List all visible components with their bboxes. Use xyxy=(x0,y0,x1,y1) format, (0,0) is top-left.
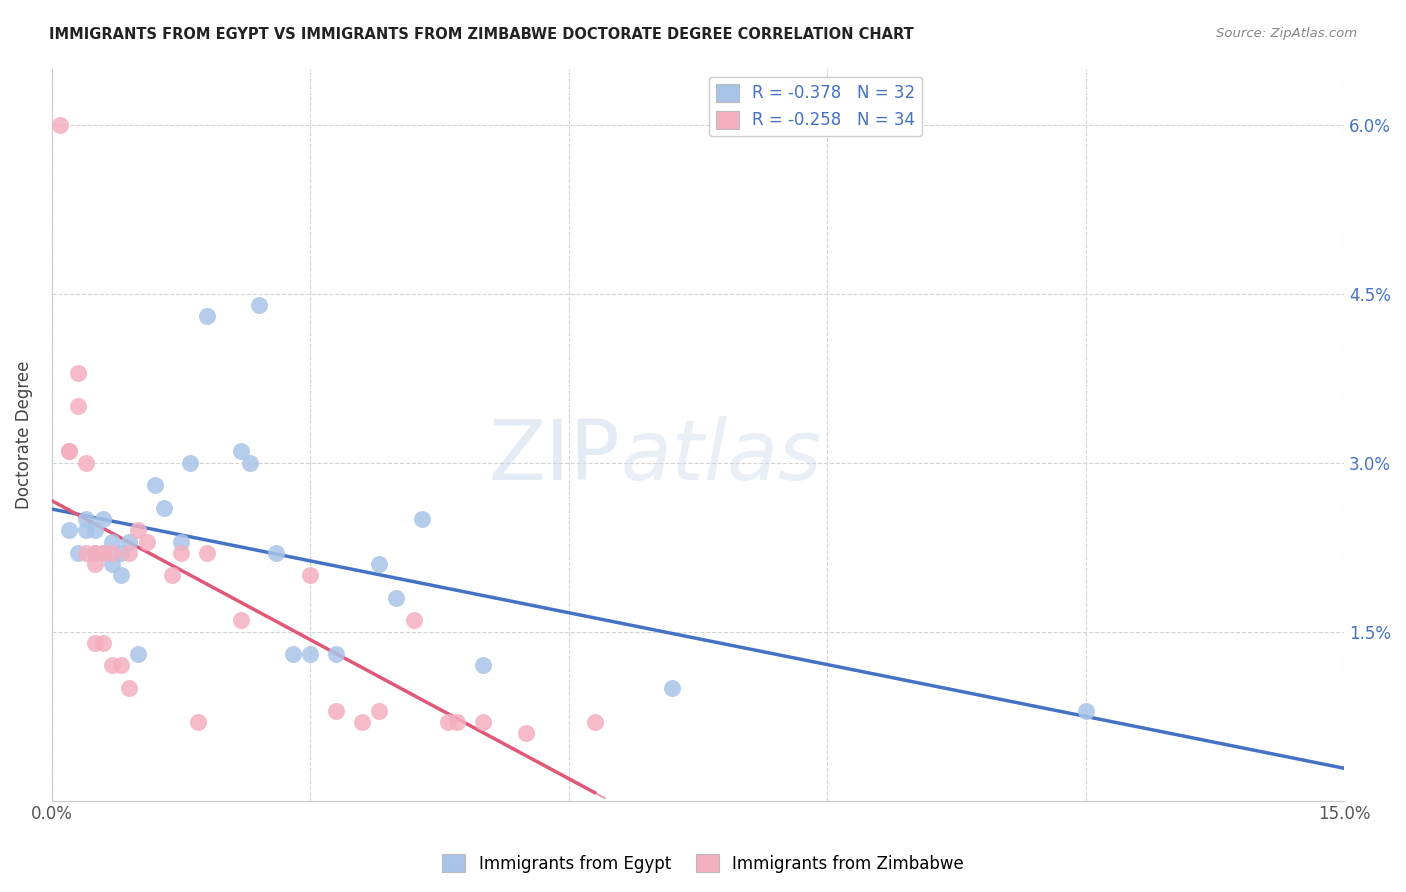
Point xyxy=(299,647,322,661)
Point xyxy=(471,658,494,673)
Point xyxy=(93,636,115,650)
Point xyxy=(437,714,460,729)
Point xyxy=(583,714,606,729)
Point xyxy=(58,444,80,458)
Point xyxy=(93,512,115,526)
Point xyxy=(661,681,683,695)
Point xyxy=(368,557,391,571)
Point xyxy=(143,478,166,492)
Point xyxy=(239,456,262,470)
Text: Source: ZipAtlas.com: Source: ZipAtlas.com xyxy=(1216,27,1357,40)
Point xyxy=(195,310,218,324)
Point xyxy=(118,546,141,560)
Point xyxy=(135,534,157,549)
Point xyxy=(101,557,124,571)
Point xyxy=(299,568,322,582)
Point xyxy=(127,647,149,661)
Point xyxy=(195,546,218,560)
Point xyxy=(101,534,124,549)
Point xyxy=(75,524,97,538)
Point xyxy=(152,500,174,515)
Legend: Immigrants from Egypt, Immigrants from Zimbabwe: Immigrants from Egypt, Immigrants from Z… xyxy=(436,847,970,880)
Point xyxy=(83,524,105,538)
Point xyxy=(101,546,124,560)
Point xyxy=(170,546,193,560)
Point xyxy=(368,704,391,718)
Point xyxy=(187,714,209,729)
Point xyxy=(110,546,132,560)
Point xyxy=(179,456,201,470)
Point xyxy=(83,546,105,560)
Point xyxy=(471,714,494,729)
Point xyxy=(93,546,115,560)
Point xyxy=(281,647,304,661)
Point xyxy=(127,524,149,538)
Point xyxy=(231,444,253,458)
Point xyxy=(325,704,347,718)
Point xyxy=(66,400,89,414)
Y-axis label: Doctorate Degree: Doctorate Degree xyxy=(15,360,32,508)
Point xyxy=(75,456,97,470)
Point xyxy=(325,647,347,661)
Point xyxy=(49,118,72,132)
Point xyxy=(446,714,468,729)
Point xyxy=(110,658,132,673)
Point xyxy=(264,546,287,560)
Point xyxy=(66,546,89,560)
Point xyxy=(411,512,433,526)
Point xyxy=(118,681,141,695)
Point xyxy=(231,614,253,628)
Point xyxy=(515,726,537,740)
Point xyxy=(1074,704,1097,718)
Text: ZIP: ZIP xyxy=(488,416,620,497)
Point xyxy=(385,591,408,605)
Text: IMMIGRANTS FROM EGYPT VS IMMIGRANTS FROM ZIMBABWE DOCTORATE DEGREE CORRELATION C: IMMIGRANTS FROM EGYPT VS IMMIGRANTS FROM… xyxy=(49,27,914,42)
Point xyxy=(402,614,425,628)
Point xyxy=(83,546,105,560)
Point xyxy=(170,534,193,549)
Point xyxy=(350,714,373,729)
Point xyxy=(110,568,132,582)
Point xyxy=(93,546,115,560)
Point xyxy=(83,636,105,650)
Point xyxy=(75,546,97,560)
Point xyxy=(58,444,80,458)
Point xyxy=(58,524,80,538)
Legend: R = -0.378   N = 32, R = -0.258   N = 34: R = -0.378 N = 32, R = -0.258 N = 34 xyxy=(709,77,922,136)
Point xyxy=(83,557,105,571)
Point xyxy=(162,568,184,582)
Point xyxy=(247,298,270,312)
Text: atlas: atlas xyxy=(620,416,823,497)
Point xyxy=(75,512,97,526)
Point xyxy=(66,366,89,380)
Point xyxy=(101,658,124,673)
Point xyxy=(118,534,141,549)
